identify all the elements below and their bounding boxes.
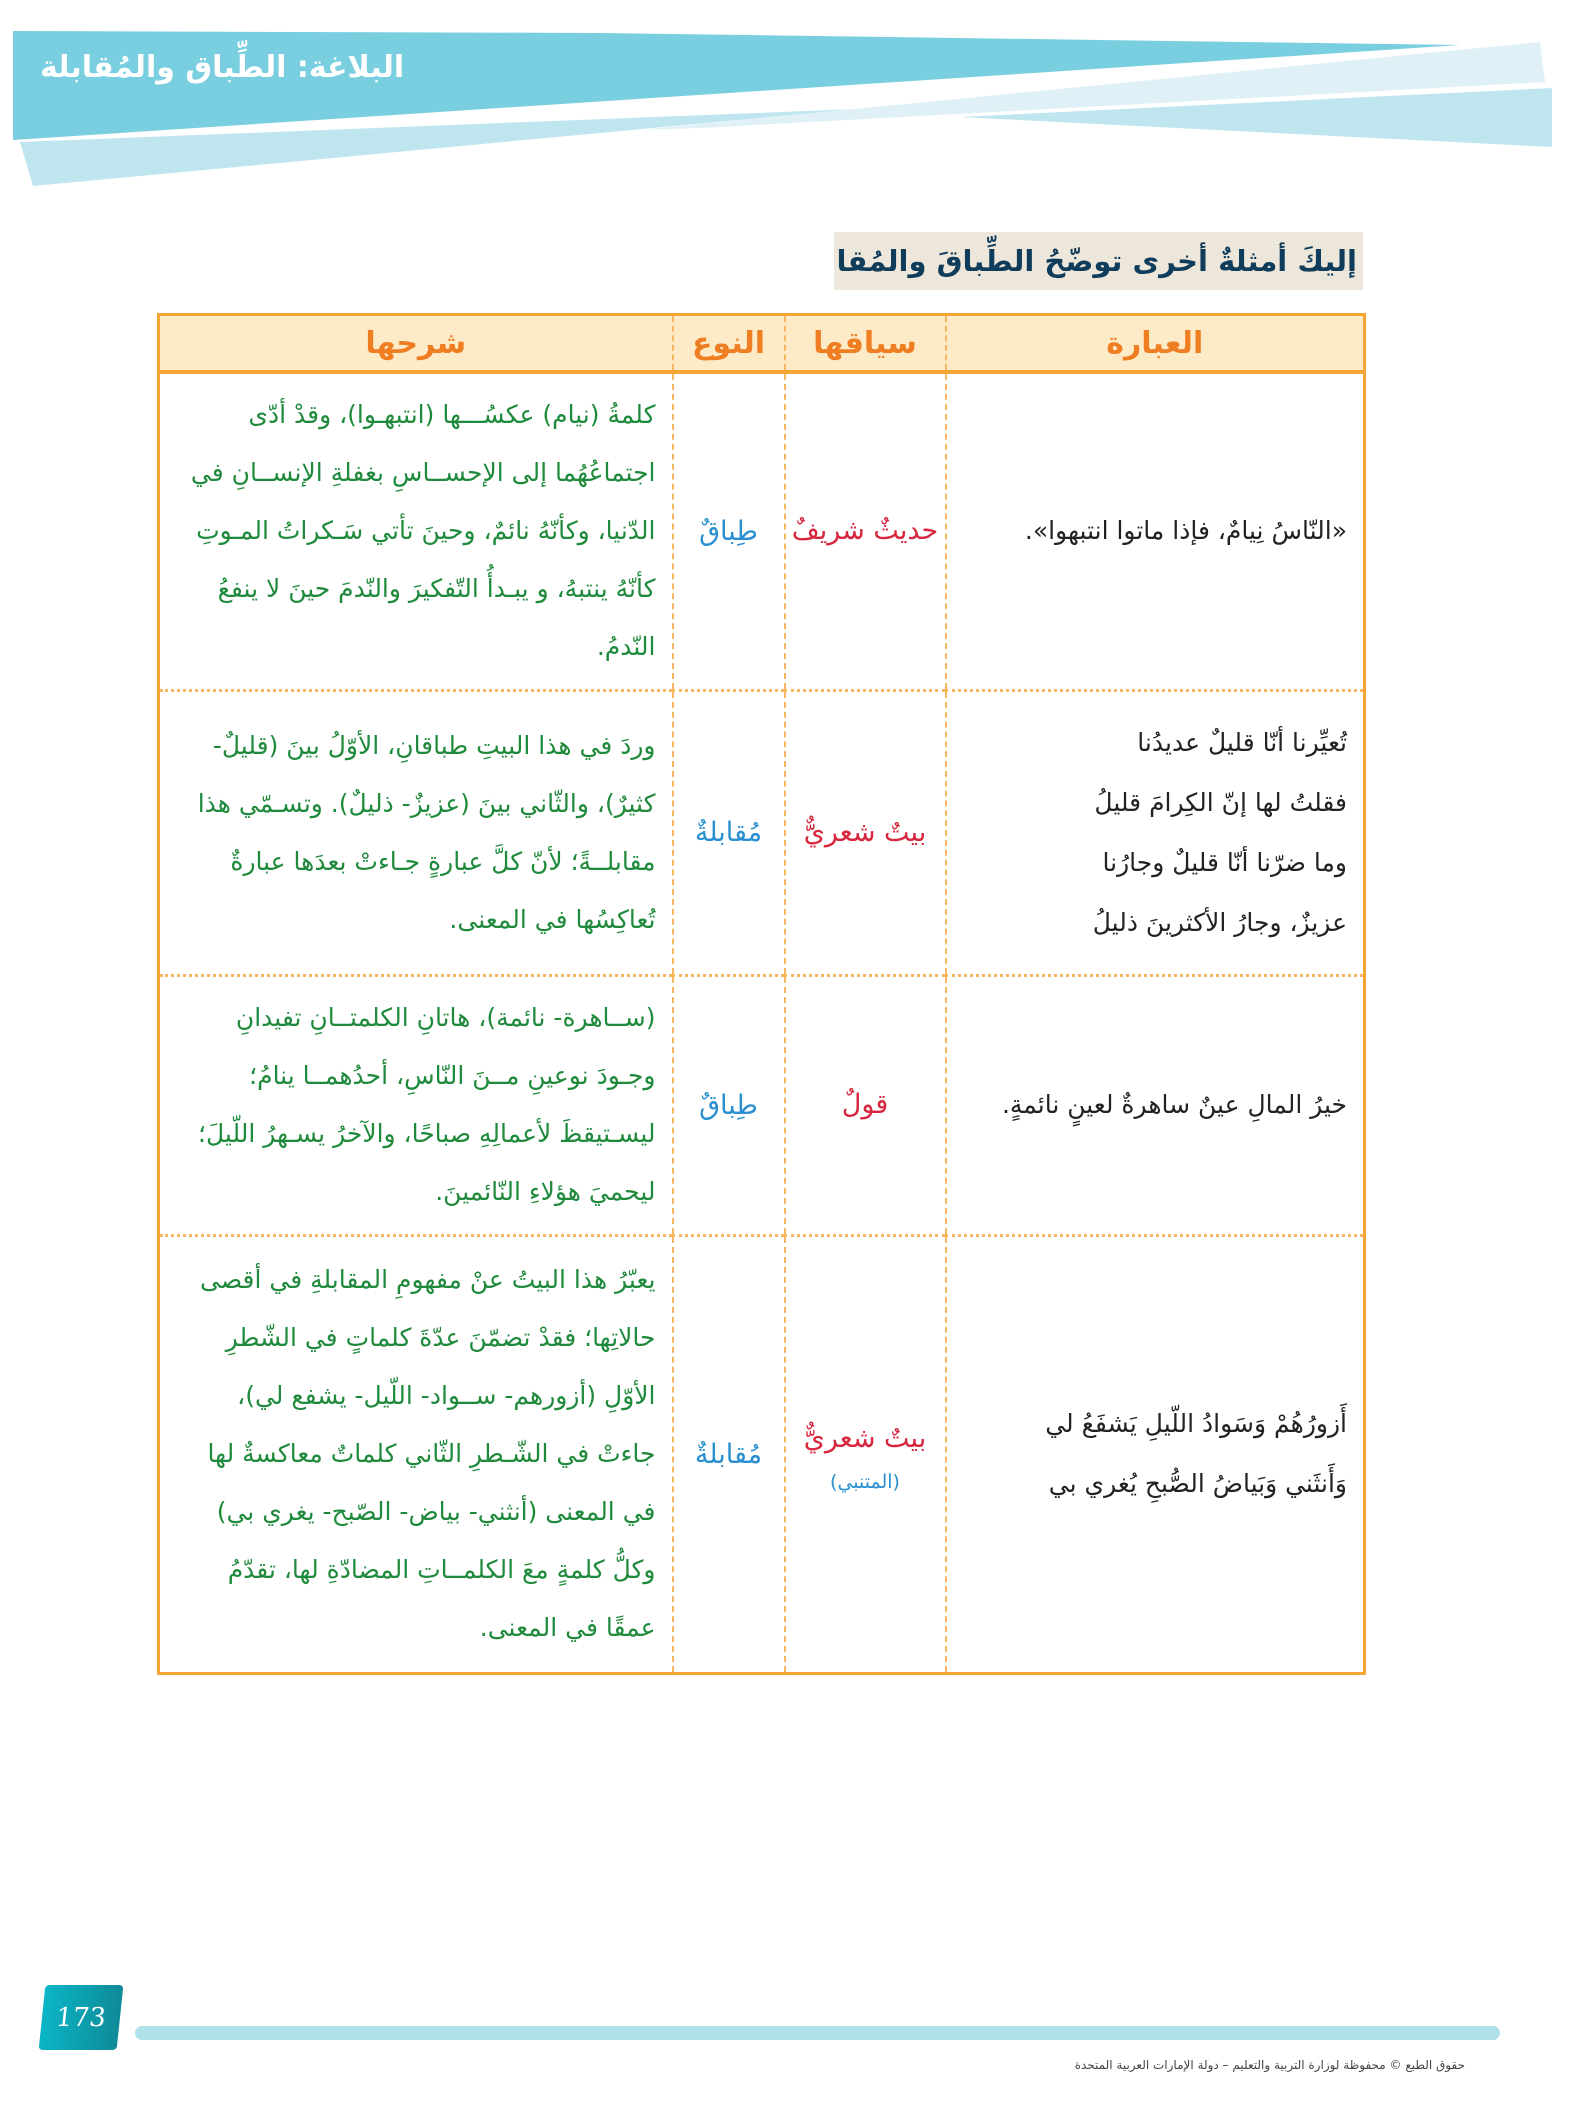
copyright-text: حقوق الطبع © محفوظة لوزارة التربية والتع… [1074, 2058, 1465, 2072]
section-heading: إليكَ أمثلةٌ أخرى توضّحُ الطِّباقَ والمُ… [834, 232, 1363, 290]
explanation-cell: كلمةُ (نيام) عكسُـــها (انتبهـوا)، وقدْ … [158, 372, 673, 692]
table-row: خيرُ المالِ عينٌ ساهرةٌ لعينٍ نائمةٍ. قول… [158, 975, 1365, 1237]
explanation-cell: وردَ في هذا البيتِ طباقانِ، الأوّلُ بينَ… [158, 690, 673, 977]
page-number-badge: 173 [38, 1985, 124, 2050]
context-text: بيتٌ شعريٌّ [803, 816, 927, 848]
header-expression: العبارة [944, 314, 1365, 374]
context-text: قولٌ [841, 1089, 889, 1120]
context-text: بيتٌ شعريٌّ [803, 1423, 927, 1454]
footer-bar [135, 2026, 1500, 2040]
expression-cell: تُعيِّرنا أنّا قليلٌ عديدُنا فقلتُ لها إ… [944, 690, 1365, 977]
context-text: حديثٌ شريفٌ [791, 515, 939, 547]
type-cell: مُقابلةٌ [671, 1235, 785, 1673]
context-cell: حديثٌ شريفٌ [783, 372, 946, 692]
chapter-title: البلاغة: الطِّباق والمُقابلة [40, 50, 405, 85]
expression-cell: خيرُ المالِ عينٌ ساهرةٌ لعينٍ نائمةٍ. [944, 975, 1365, 1237]
explanation-cell: يعبّرُ هذا البيتُ عنْ مفهومِ المقابلةِ ف… [200, 1265, 656, 1642]
table-row: «النّاسُ نِيامٌ، فإذا ماتوا انتبهوا». حدي… [158, 372, 1365, 692]
expression-cell: أَزورُهُمْ وَسَوادُ اللّيلِ يَشفَعُ لي و… [944, 1235, 1365, 1673]
examples-table: العبارة سياقها النوع شرحها «النّاسُ نِيا… [157, 313, 1366, 1675]
header-context: سياقها [783, 314, 946, 374]
context-cell: بيتٌ شعريٌّ (المتنبي) [783, 1235, 946, 1673]
context-cell: قولٌ [783, 975, 946, 1237]
page-number: 173 [54, 2002, 108, 2033]
poet-name: (المتنبي) [830, 1471, 900, 1493]
type-cell: مُقابلةٌ [671, 690, 785, 977]
chapter-banner [13, 31, 1552, 186]
section-heading-text: إليكَ أمثلةٌ أخرى توضّحُ الطِّباقَ والمُ… [834, 244, 1357, 278]
table-row: تُعيِّرنا أنّا قليلٌ عديدُنا فقلتُ لها إ… [158, 690, 1365, 977]
banner-light-band-right [960, 88, 1552, 147]
table-header-row: العبارة سياقها النوع شرحها [158, 314, 1365, 374]
explanation-cell: (ســاهرة- نائمة)، هاتانِ الكلمتــانِ تفي… [158, 975, 673, 1237]
banner-pale-band [640, 42, 1545, 130]
type-cell: طِباقٌ [671, 975, 785, 1237]
header-type: النوع [671, 314, 785, 374]
header-explanation: شرحها [158, 314, 673, 374]
context-cell: بيتٌ شعريٌّ [783, 690, 946, 977]
type-cell: طِباقٌ [671, 372, 785, 692]
banner-dark-band [13, 31, 1460, 140]
table-row: أَزورُهُمْ وَسَوادُ اللّيلِ يَشفَعُ لي و… [159, 1235, 1365, 1673]
expression-cell: «النّاسُ نِيامٌ، فإذا ماتوا انتبهوا». [944, 372, 1365, 692]
